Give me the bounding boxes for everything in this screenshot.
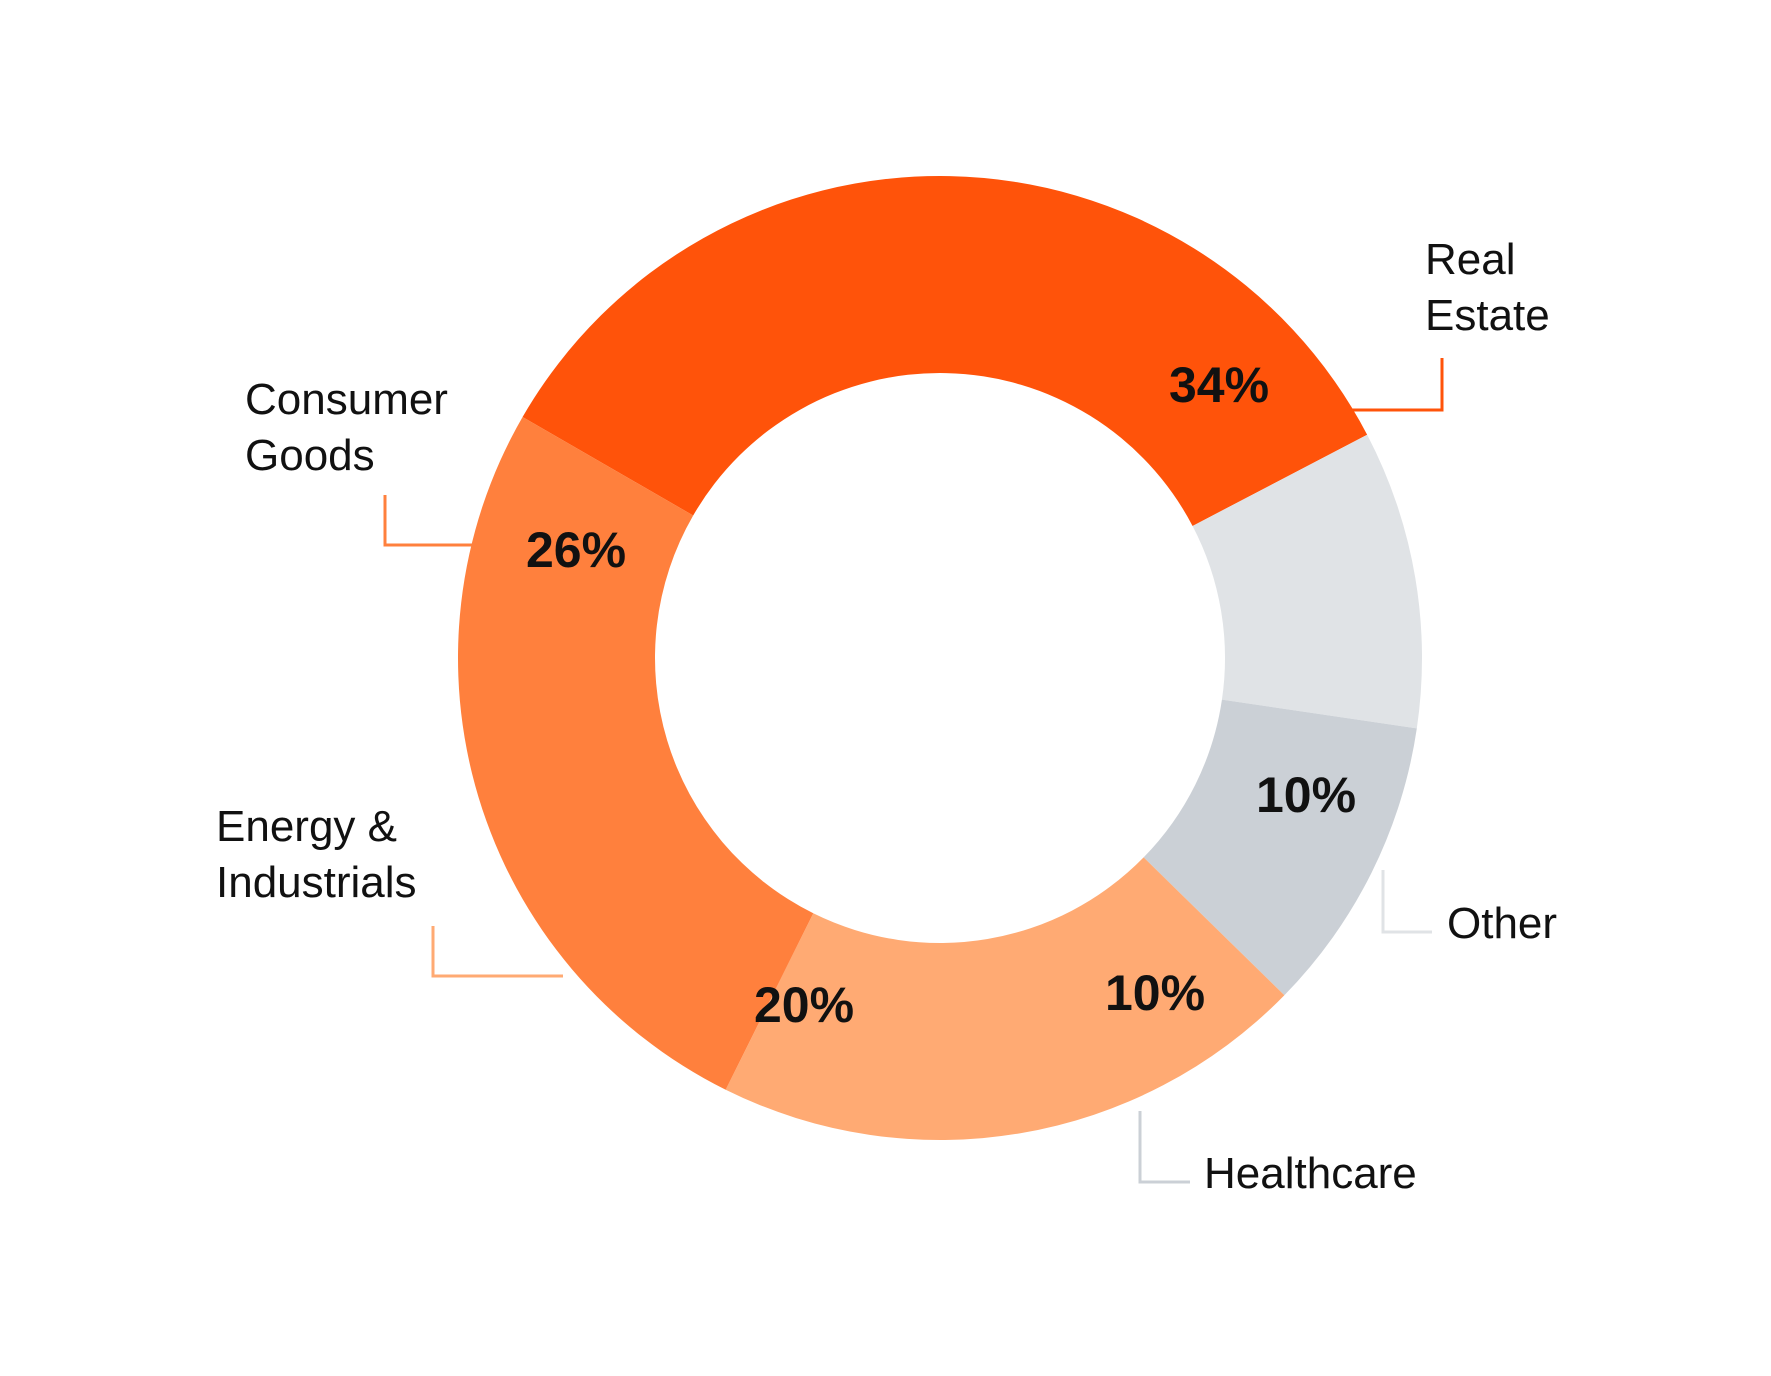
- slice-category-label: Energy & Industrials: [216, 802, 417, 907]
- slice-value-label: 26%: [526, 522, 626, 578]
- leader-line: [383, 495, 472, 547]
- percent-label-group: 34% 10% 10% 20% 26%: [526, 357, 1356, 1033]
- leader-line: [1381, 870, 1432, 934]
- leader-line: [1138, 1111, 1190, 1184]
- donut-slice: [522, 176, 1368, 526]
- slice-group: [457, 176, 1423, 1140]
- slice-value-label: 10%: [1105, 965, 1205, 1021]
- donut-slice: [1143, 699, 1417, 996]
- donut-slice: [725, 857, 1285, 1140]
- donut-slice: [457, 417, 814, 1090]
- slice-value-label: 20%: [754, 977, 854, 1033]
- slice-category-label: Real Estate: [1425, 235, 1550, 340]
- slice-value-label: 10%: [1256, 767, 1356, 823]
- category-label-group: Real Estate Other Healthcare Energy & Industr…: [216, 235, 1557, 1198]
- leader-line: [431, 926, 563, 978]
- slice-category-label: Other: [1447, 899, 1557, 948]
- leader-line-group: [383, 358, 1444, 1184]
- slice-value-label: 34%: [1169, 357, 1269, 413]
- slice-category-label: Consumer Goods: [245, 375, 448, 480]
- donut-slice: [1192, 434, 1423, 729]
- leader-line: [1347, 358, 1444, 412]
- slice-category-label: Healthcare: [1204, 1149, 1417, 1198]
